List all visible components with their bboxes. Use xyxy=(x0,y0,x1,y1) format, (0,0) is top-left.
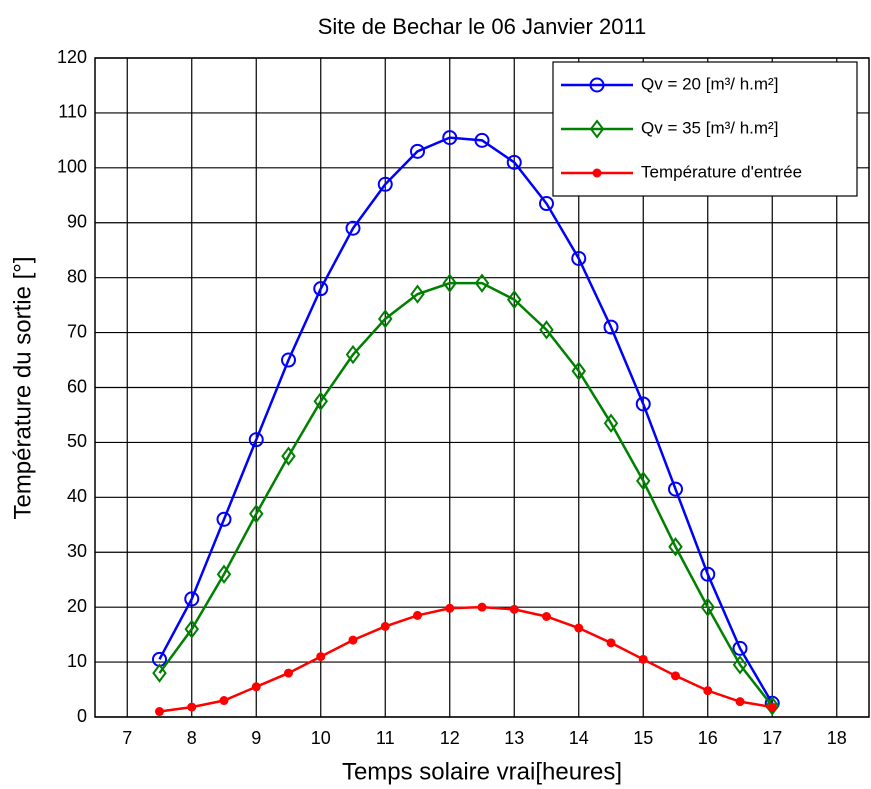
marker xyxy=(219,696,229,706)
marker xyxy=(413,610,422,620)
series-line xyxy=(158,136,774,704)
legend-label: Température d'entrée xyxy=(641,162,802,181)
marker xyxy=(380,621,390,631)
x-tick-label: 8 xyxy=(187,728,197,748)
marker xyxy=(313,281,329,297)
marker xyxy=(732,655,748,675)
marker xyxy=(589,119,605,139)
marker xyxy=(765,696,780,716)
marker xyxy=(216,511,232,527)
marker xyxy=(184,619,199,639)
marker xyxy=(542,612,551,622)
marker xyxy=(603,413,619,433)
marker xyxy=(509,604,519,614)
y-tick-label: 60 xyxy=(67,376,87,396)
marker xyxy=(638,654,648,664)
marker xyxy=(410,284,425,304)
marker xyxy=(345,220,361,236)
x-tick-label: 9 xyxy=(251,728,261,748)
y-axis-label: Température du sortie [°] xyxy=(9,256,36,519)
series-line xyxy=(159,605,773,713)
y-tick-label: 110 xyxy=(58,102,87,122)
marker xyxy=(606,638,616,648)
x-tick-label: 10 xyxy=(311,728,331,748)
marker xyxy=(216,564,232,584)
marker xyxy=(378,309,393,329)
marker xyxy=(571,250,587,266)
y-tick-label: 30 xyxy=(67,541,87,561)
marker xyxy=(732,640,748,656)
marker xyxy=(284,668,293,678)
marker xyxy=(184,591,200,607)
marker xyxy=(251,682,261,692)
marker xyxy=(539,320,554,340)
marker xyxy=(507,289,522,310)
marker xyxy=(442,130,458,146)
x-tick-label: 18 xyxy=(827,728,847,748)
marker xyxy=(377,176,393,192)
x-tick-label: 11 xyxy=(376,728,395,748)
marker xyxy=(574,623,584,633)
marker xyxy=(767,702,777,712)
marker xyxy=(155,707,164,717)
y-tick-label: 20 xyxy=(67,596,87,616)
y-tick-label: 0 xyxy=(77,706,87,726)
y-tick-label: 80 xyxy=(67,266,87,286)
legend: Qv = 20 [m³/ h.m²] Qv = 35 [m³/ h.m²] Temp… xyxy=(552,61,858,197)
chart-title: Site de Bechar le 06 Janvier 2011 xyxy=(318,14,647,39)
marker xyxy=(474,132,490,148)
marker xyxy=(700,597,715,617)
legend-label: Qv = 20 [m³/ h.m²] xyxy=(641,74,778,93)
y-tick-label: 120 xyxy=(57,47,87,67)
x-tick-label: 13 xyxy=(504,728,524,748)
marker xyxy=(248,432,264,448)
series-line xyxy=(158,281,774,707)
marker xyxy=(589,77,605,93)
marker xyxy=(635,396,651,412)
x-tick-label: 14 xyxy=(569,728,589,748)
y-tick-label: 10 xyxy=(67,651,87,671)
y-tick-label: 40 xyxy=(67,486,87,506)
marker xyxy=(442,273,457,293)
marker xyxy=(348,635,358,645)
x-tick-label: 16 xyxy=(698,728,718,748)
marker xyxy=(281,446,296,466)
marker xyxy=(152,663,167,683)
marker xyxy=(187,702,197,712)
marker xyxy=(636,471,651,491)
marker xyxy=(539,196,554,212)
marker xyxy=(474,273,490,293)
x-tick-label: 17 xyxy=(762,728,782,748)
x-tick-label: 12 xyxy=(440,728,460,748)
y-tick-label: 90 xyxy=(67,212,87,232)
plot-frame xyxy=(94,57,870,718)
marker xyxy=(700,566,716,582)
marker xyxy=(603,319,619,335)
x-tick-label: 7 xyxy=(122,728,132,748)
marker xyxy=(249,504,264,524)
marker xyxy=(345,344,361,365)
marker xyxy=(668,537,683,557)
marker xyxy=(703,686,713,696)
marker xyxy=(477,602,487,612)
marker xyxy=(445,603,455,613)
x-tick-label: 15 xyxy=(633,728,653,748)
y-tick-label: 70 xyxy=(67,321,87,341)
marker xyxy=(671,671,680,681)
marker xyxy=(506,154,522,170)
marker xyxy=(592,168,602,178)
marker xyxy=(313,391,328,411)
y-tick-label: 50 xyxy=(67,431,87,451)
marker xyxy=(410,143,425,159)
marker xyxy=(571,361,586,381)
marker xyxy=(316,652,326,662)
x-axis-label: Temps solaire vrai[heures] xyxy=(342,758,622,785)
y-tick-label: 100 xyxy=(57,157,87,177)
marker xyxy=(668,481,683,497)
legend-label: Qv = 35 [m³/ h.m²] xyxy=(641,118,778,137)
marker xyxy=(281,352,296,368)
marker xyxy=(735,697,745,707)
